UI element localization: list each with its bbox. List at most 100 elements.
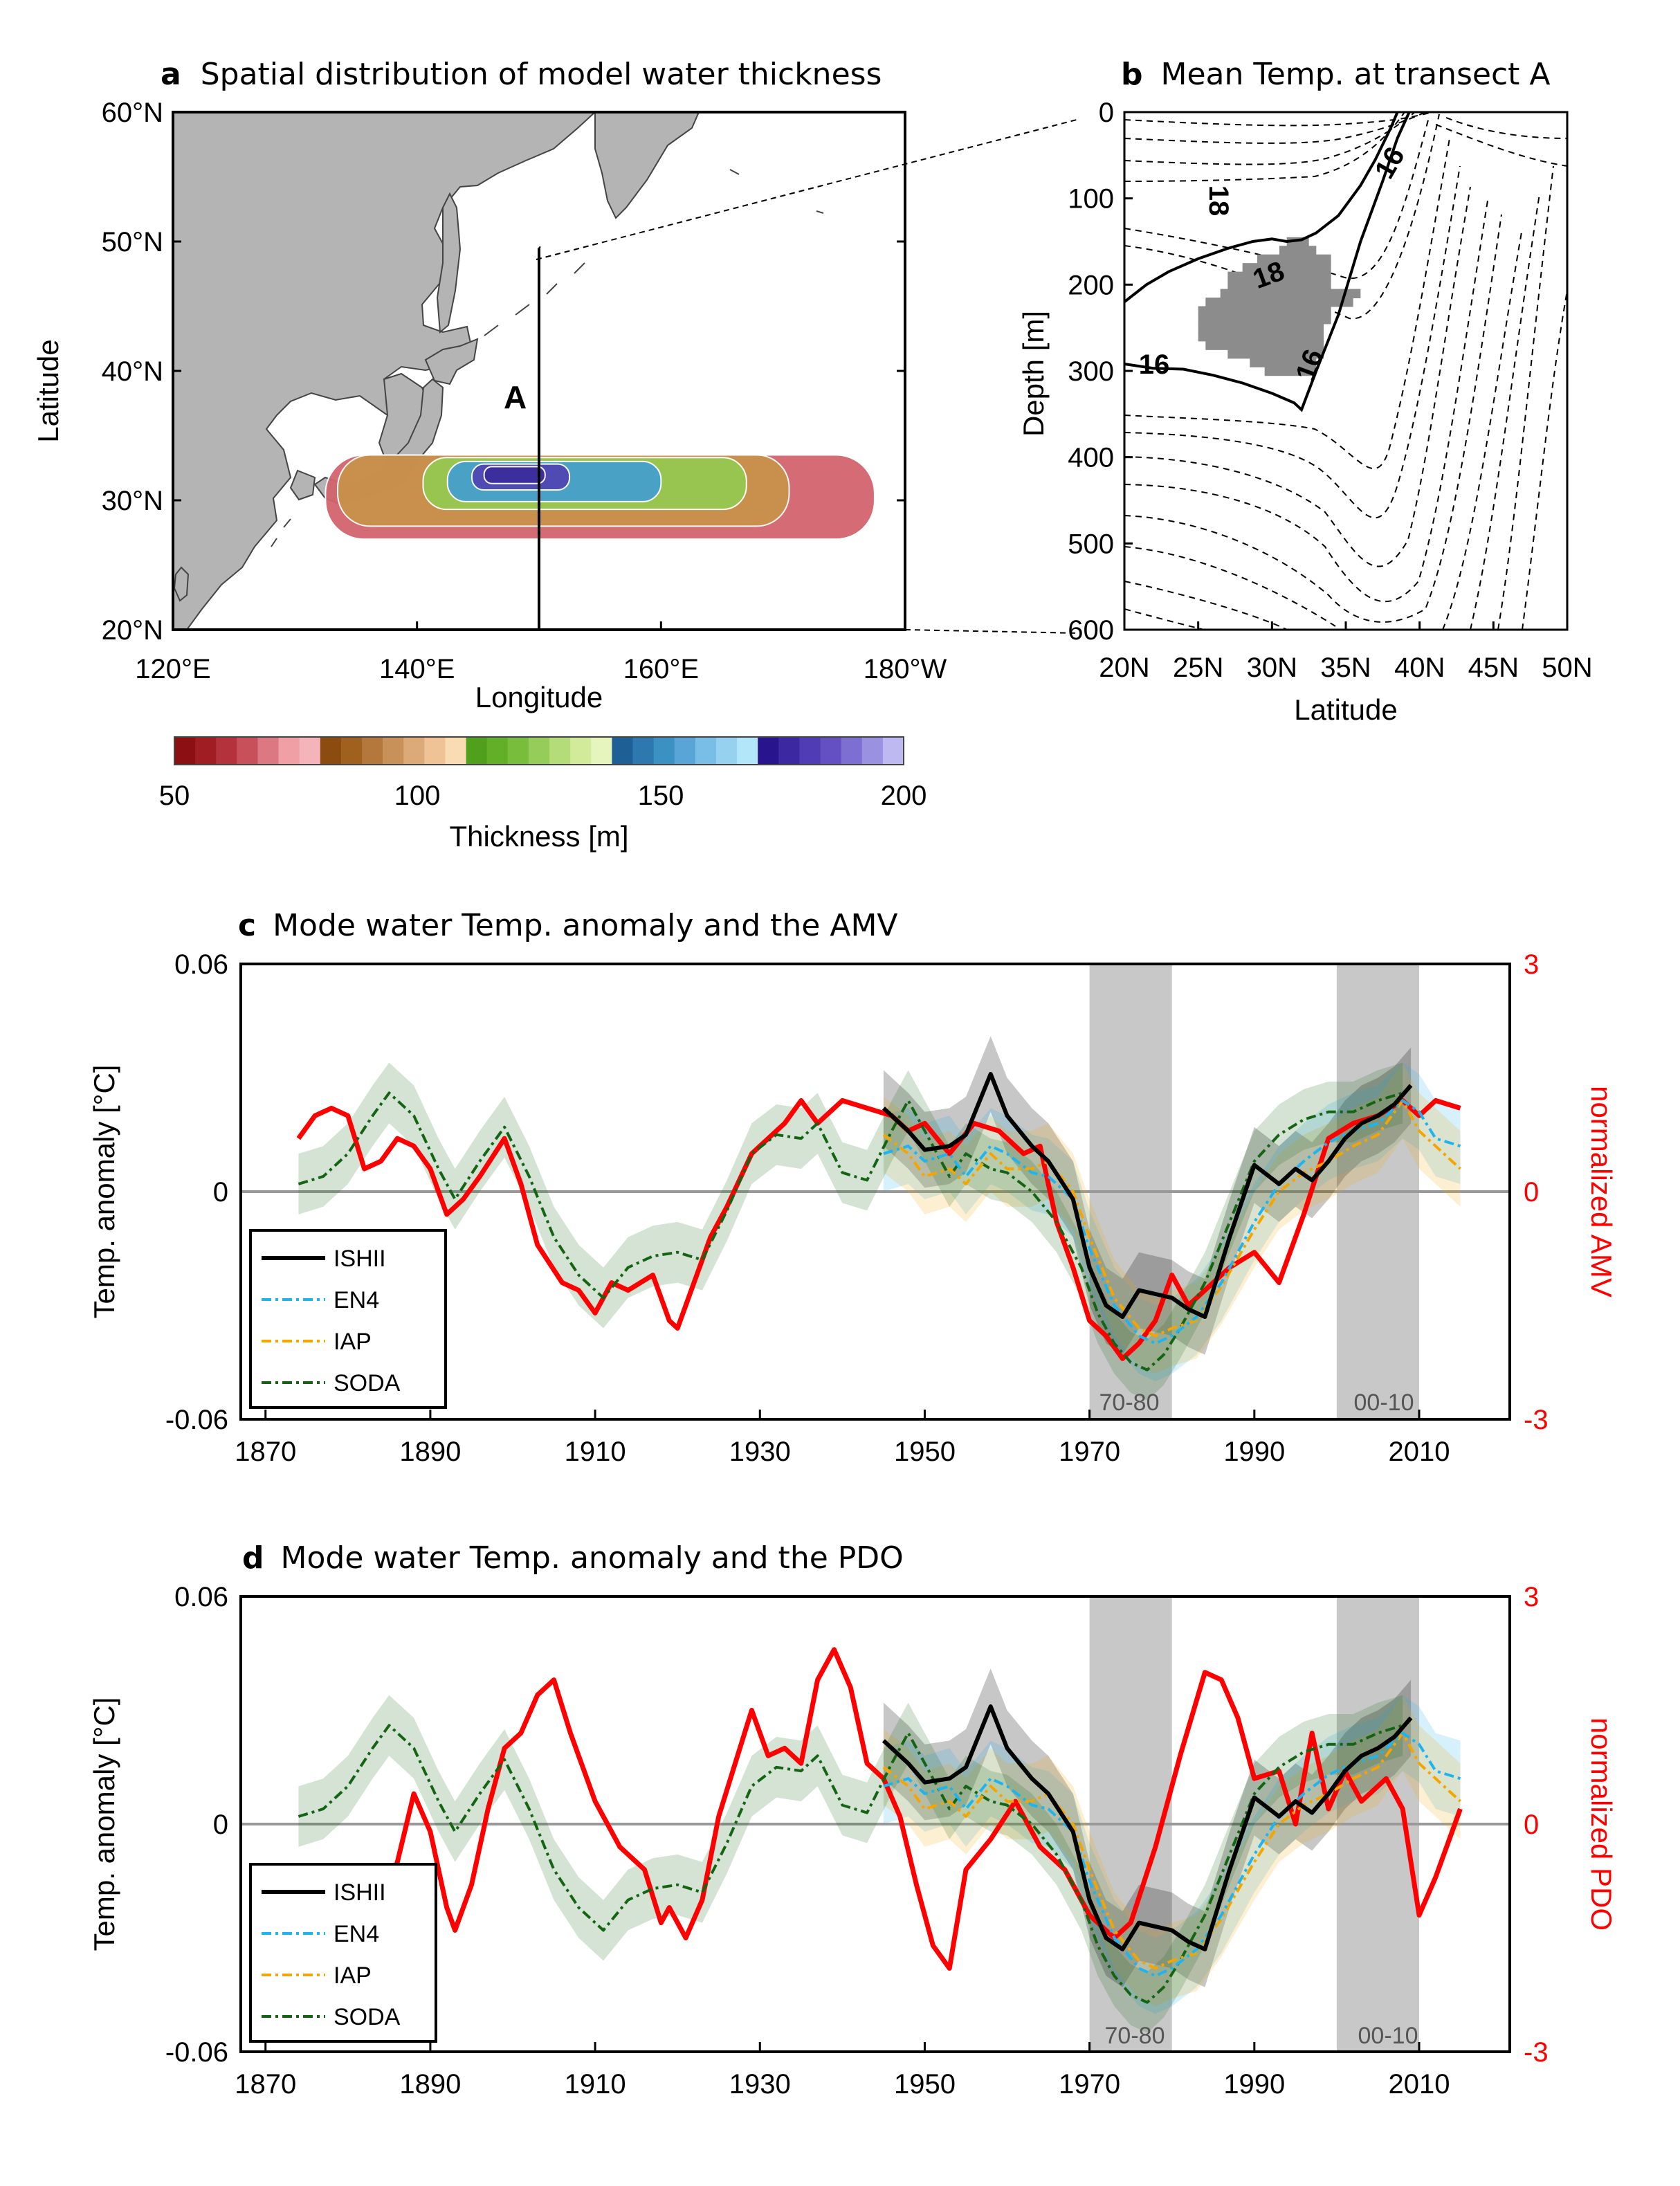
mode-water-cell: [1198, 323, 1324, 333]
transect-a-cap: [538, 246, 541, 249]
pdo-line: [296, 1647, 1463, 1971]
ishii-line: [882, 1704, 1413, 1951]
panel-a-xtick-label: 140°E: [379, 654, 455, 684]
panel-a-letter: a: [161, 57, 181, 92]
panel-c-ytick-right-top: 3: [1524, 949, 1539, 980]
panel-a-xlabel: Longitude: [475, 681, 603, 713]
panel-c-plot: [241, 964, 1510, 1419]
legend-label-en4-d: EN4: [334, 1921, 379, 1947]
panel-a-ylabel: Latitude: [32, 339, 64, 442]
colorbar-swatch: [237, 737, 258, 765]
colorbar: [174, 737, 904, 765]
panel-d: d Mode water Temp. anomaly and the PDO 7…: [88, 1540, 1618, 2100]
colorbar-tick-2: 100: [394, 781, 441, 811]
panel-d-x-ticks: 1870 1890 1910 1930 1950 1970 1990 2010: [235, 2042, 1450, 2100]
mode-water-cell: [1227, 349, 1324, 359]
panel-d-title: d Mode water Temp. anomaly and the PDO: [242, 1540, 904, 1576]
xtick-label: 1890: [399, 1437, 461, 1467]
panel-d-shade-labels: 70-80 00-10: [1105, 2023, 1418, 2049]
shade-label-00-10: 00-10: [1354, 1390, 1414, 1416]
panel-b-ytick-label: 400: [1068, 443, 1114, 473]
panel-d-ytick-top: 0.06: [174, 1582, 228, 1612]
panel-d-ytick-right-zero: 0: [1524, 1810, 1539, 1840]
ishii-line: [882, 1072, 1413, 1319]
transect-label: A: [504, 379, 527, 415]
mode-water-cell: [1198, 331, 1324, 342]
background-isotherms: [1124, 112, 1567, 630]
panel-d-ytick-right-top: 3: [1524, 1582, 1539, 1612]
panel-c-ytick-right-bottom: -3: [1524, 1405, 1549, 1435]
colorbar-swatch: [340, 737, 363, 765]
panel-a-x-ticks: 120°E 140°E 160°E 180°W: [135, 621, 947, 684]
colorbar-swatch: [570, 737, 592, 765]
colorbar-swatch: [403, 737, 425, 765]
colorbar-swatch: [591, 737, 612, 765]
panel-b-xtick-label: 50N: [1542, 653, 1592, 683]
xtick-label: 1930: [729, 1437, 791, 1467]
amv-line: [296, 1097, 1461, 1361]
thickness-contour-190: [483, 466, 546, 484]
colorbar-tick-3: 150: [638, 781, 684, 811]
mode-water-cell: [1227, 271, 1331, 282]
panel-c-title-text: Mode water Temp. anomaly and the AMV: [273, 908, 897, 943]
soda-line: [298, 1724, 1403, 2004]
panel-d-plot: [241, 1596, 1510, 2052]
xtick-label: 2010: [1389, 1437, 1450, 1467]
soda-line: [298, 1091, 1403, 1372]
colorbar-swatch: [861, 737, 884, 765]
panel-b-ytick-label: 300: [1068, 356, 1114, 387]
hokkaido: [424, 338, 479, 385]
panel-b-ytick-label: 100: [1068, 184, 1114, 215]
kuril-islands: [484, 262, 585, 336]
panel-b-ylabel: Depth [m]: [1017, 311, 1050, 437]
mode-water-cell: [1250, 358, 1317, 367]
panel-b-ytick-label: 200: [1068, 270, 1114, 300]
panel-a-title: a Spatial distribution of model water th…: [161, 57, 882, 92]
panel-b: b Mean Temp. at transect A: [1017, 57, 1593, 726]
colorbar-swatch: [632, 737, 655, 765]
panel-c-x-ticks: 1870 1890 1910 1930 1950 1970 1990 2010: [235, 1410, 1450, 1467]
panel-a-y-ticks: 20°N 30°N 40°N 50°N 60°N: [102, 98, 905, 646]
colorbar-swatch: [174, 737, 196, 765]
panel-b-x-ticks: 20N 25N 30N 35N 40N 45N 50N: [1099, 621, 1593, 683]
panel-b-xtick-label: 30N: [1247, 653, 1297, 683]
aleutian-bits: [729, 169, 824, 214]
mode-water-cell: [1257, 254, 1331, 264]
panel-a-ytick-label: 40°N: [102, 356, 163, 387]
transect-a-group: [538, 246, 541, 630]
kyushu: [289, 469, 316, 501]
iap-line: [882, 1731, 1461, 1970]
en4-line: [883, 1731, 1461, 1978]
panel-a-xtick-label: 160°E: [623, 654, 699, 684]
shade-label-70-80-d: 70-80: [1105, 2023, 1165, 2049]
panel-d-title-text: Mode water Temp. anomaly and the PDO: [281, 1540, 904, 1576]
mode-water-cell: [1198, 306, 1331, 316]
colorbar-swatch: [362, 737, 383, 765]
panel-b-xlabel: Latitude: [1294, 693, 1397, 726]
isotherm-18: [1124, 112, 1399, 303]
panel-d-ylabel-left: Temp. anomaly [°C]: [88, 1697, 120, 1951]
colorbar-swatch: [715, 737, 738, 765]
mode-water-region: [1198, 237, 1361, 376]
panel-b-letter: b: [1121, 57, 1143, 92]
ryukyu-islands: [271, 518, 291, 547]
panel-b-xtick-label: 20N: [1099, 653, 1149, 683]
isotherm-label: 18: [1203, 185, 1234, 217]
xtick-label: 1970: [1059, 2069, 1120, 2100]
colorbar-tick-1: 50: [159, 781, 190, 811]
xtick-label: 1990: [1223, 1437, 1285, 1467]
taiwan: [173, 566, 190, 602]
panel-d-ytick-right-bottom: -3: [1524, 2037, 1549, 2068]
panel-d-ytick-bottom: -0.06: [165, 2037, 228, 2068]
panel-d-legend: ISHII EN4 IAP SODA: [249, 1863, 437, 2043]
legend-label-iap-d: IAP: [334, 1962, 372, 1989]
panel-c: c Mode water Temp. anomaly and the AMV 7…: [88, 908, 1618, 1467]
panel-c-shade-labels: 70-80 00-10: [1099, 1390, 1414, 1416]
mode-water-cell: [1220, 289, 1361, 299]
colorbar-swatch: [695, 737, 717, 765]
panel-a: a Spatial distribution of model water th…: [32, 57, 947, 853]
panel-a-xtick-label: 180°W: [864, 654, 947, 684]
connector-bottom: [904, 629, 1080, 634]
panel-b-xtick-label: 40N: [1394, 653, 1445, 683]
panel-c-ytick-zero: 0: [213, 1177, 228, 1208]
